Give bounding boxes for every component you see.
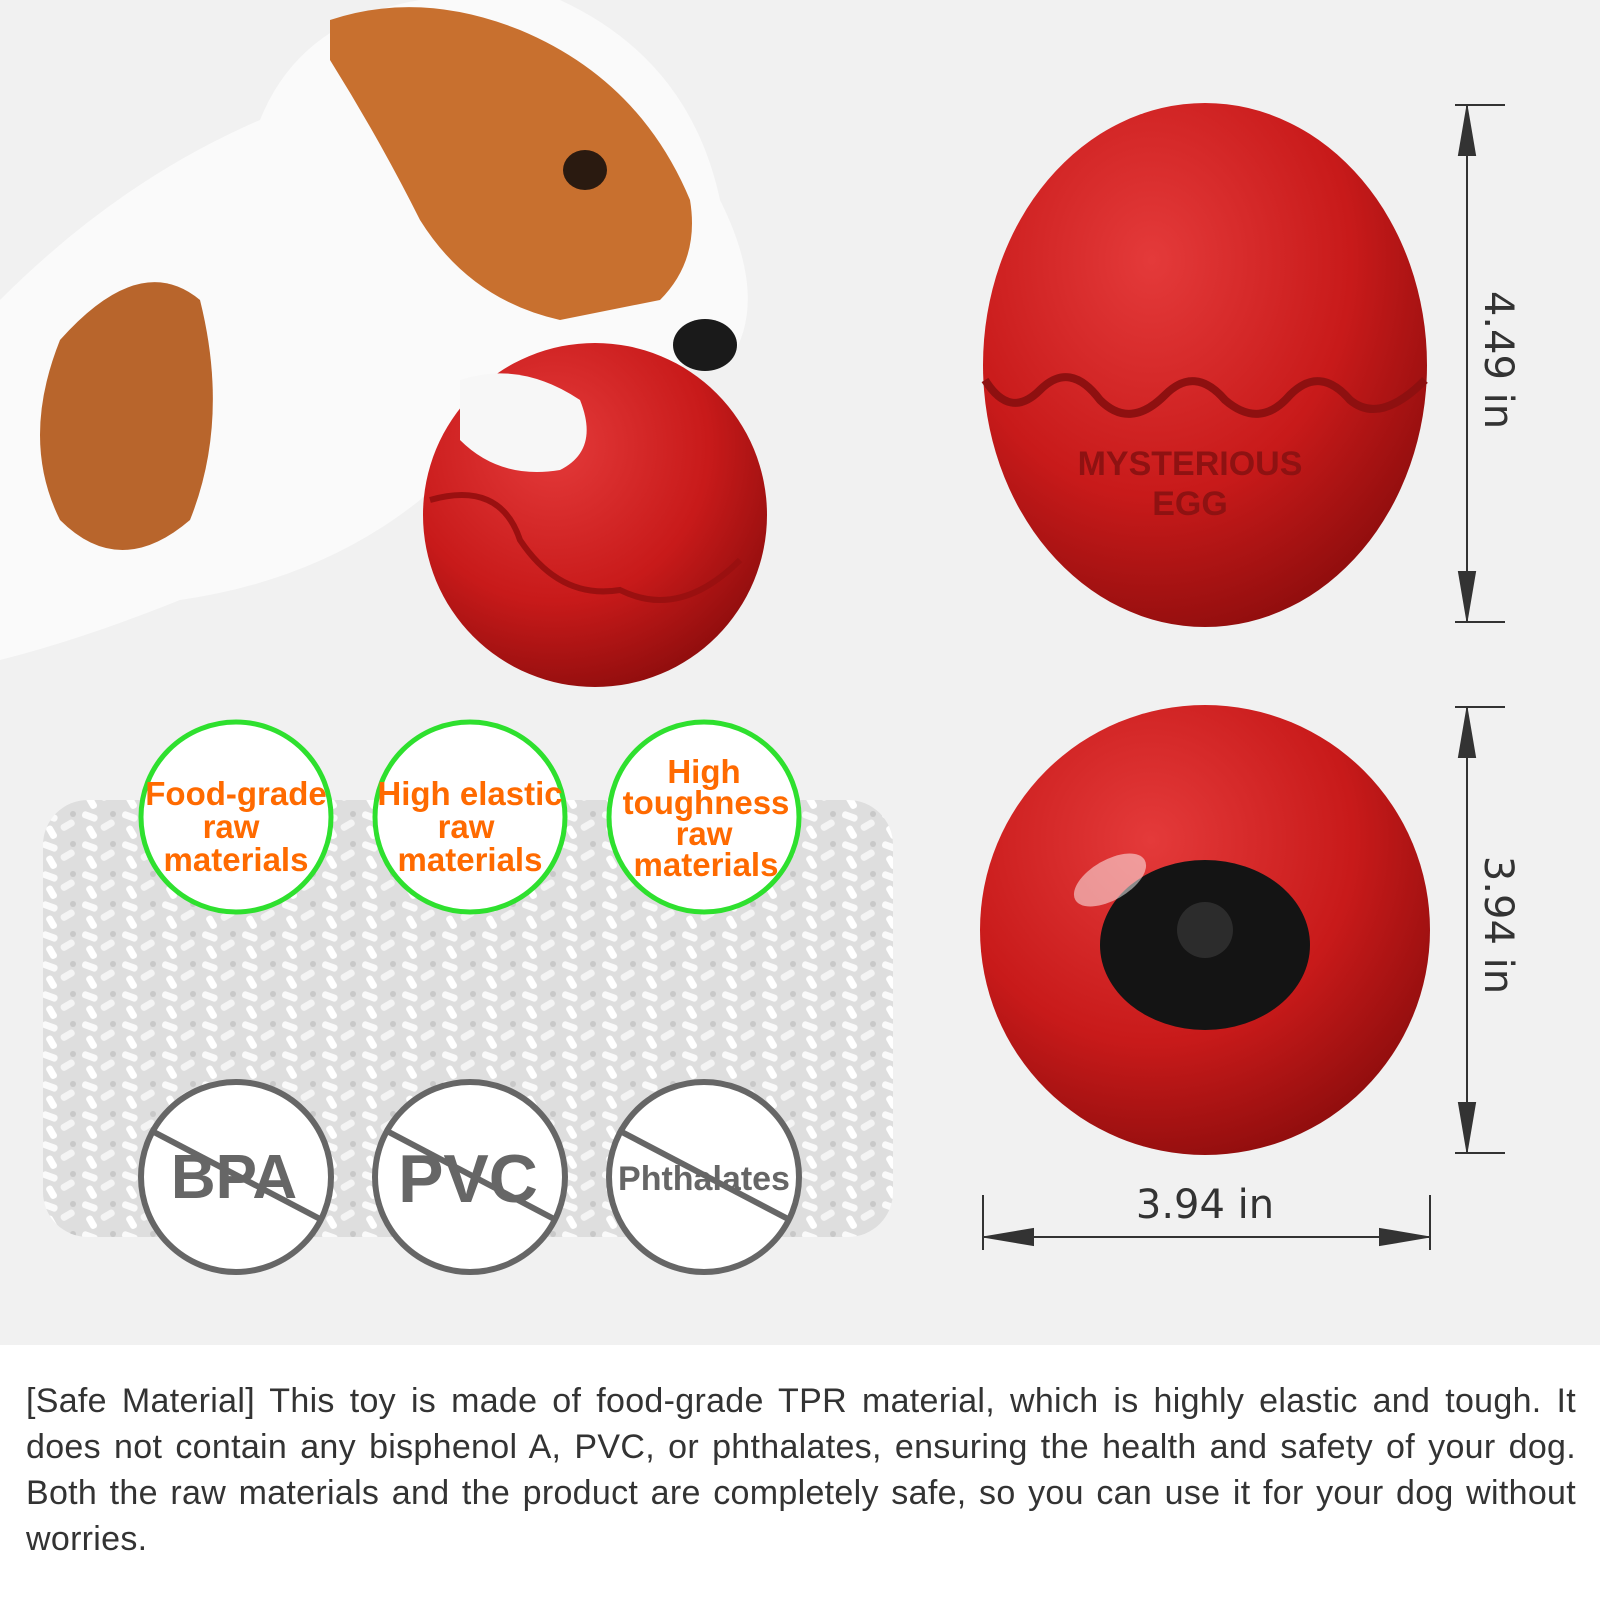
free-of-pvc-badge: PVC [372,1079,568,1275]
svg-text:raw: raw [676,815,733,852]
svg-text:PVC: PVC [398,1141,538,1217]
svg-text:Phthalates: Phthalates [618,1160,790,1198]
product-illustration: MYSTERIOUS EGG 4.49 in 3.94 in 3.94 in F… [40,7,1521,1275]
svg-text:High: High [667,753,740,790]
svg-text:raw: raw [438,808,495,845]
egg-label-line2: EGG [1152,485,1228,523]
svg-text:toughness: toughness [623,784,790,821]
svg-text:materials: materials [398,841,543,878]
svg-text:High elastic: High elastic [377,775,562,812]
product-description: [Safe Material] This toy is made of food… [26,1382,1576,1558]
svg-text:raw: raw [203,808,260,845]
dimension-lines [982,104,1505,1250]
svg-text:materials: materials [634,846,779,883]
width-label: 3.94 in [1136,1182,1274,1228]
ball-height-label: 3.94 in [1475,856,1521,994]
height-label: 4.49 in [1475,291,1521,429]
feature-badge-high-elastic: High elastic raw materials [372,719,568,915]
free-of-phthalates-badge: Phthalates [606,1079,802,1275]
feature-badge-food-grade: Food-grade raw materials [138,719,334,915]
egg-bottom-view [980,705,1430,1155]
dog-paw [460,373,587,472]
feature-badge-high-toughness: High toughness raw materials [606,719,802,915]
svg-text:materials: materials [164,841,309,878]
egg-side-view: MYSTERIOUS EGG [981,103,1428,627]
svg-text:Food-grade: Food-grade [145,775,326,812]
egg-label-line1: MYSTERIOUS [1078,445,1303,483]
free-of-bpa-badge: BPA [138,1079,334,1275]
